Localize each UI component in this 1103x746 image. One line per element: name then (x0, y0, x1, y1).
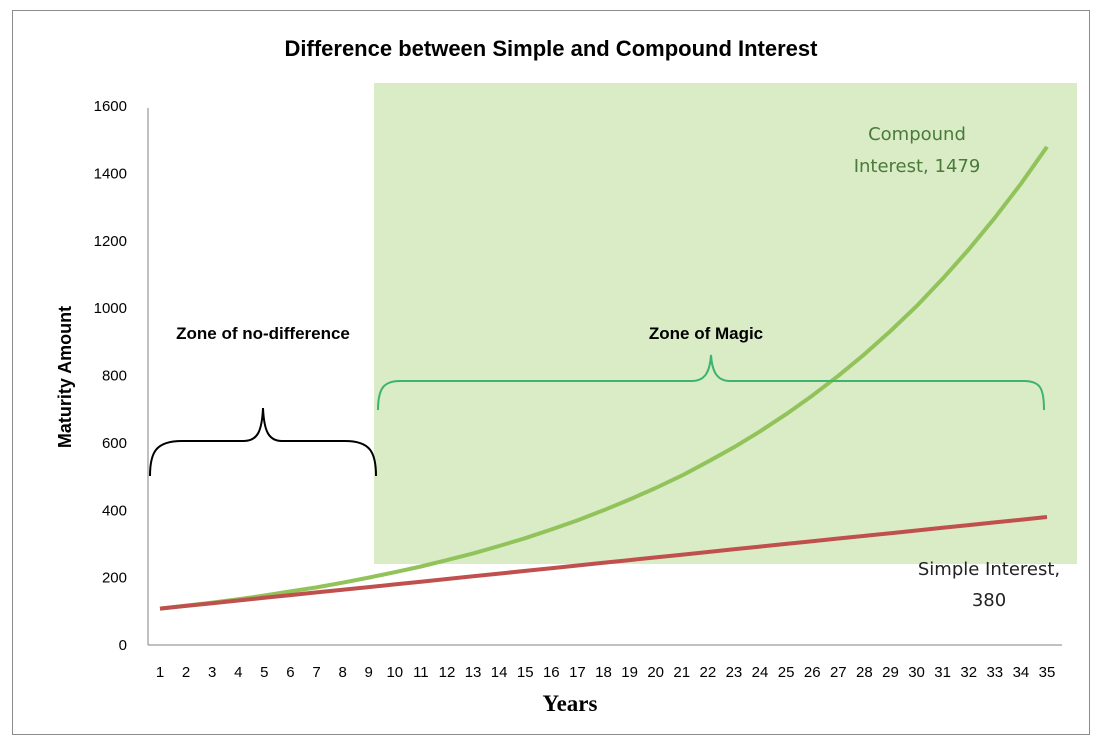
x-tick-label: 32 (960, 664, 977, 681)
x-tick-label: 15 (517, 664, 534, 681)
zone-no-difference-label: Zone of no-difference (176, 324, 350, 343)
x-tick-label: 10 (386, 664, 403, 681)
x-axis-label: Years (543, 691, 598, 716)
x-tick-label: 11 (413, 664, 429, 681)
x-tick-label: 7 (312, 664, 320, 681)
x-tick-label: 8 (338, 664, 346, 681)
x-tick-label: 20 (647, 664, 664, 681)
x-tick-label: 23 (726, 664, 743, 681)
x-tick-label: 34 (1013, 664, 1030, 681)
x-tick-label: 9 (365, 664, 373, 681)
x-tick-label: 28 (856, 664, 873, 681)
magic-zone-brace (377, 354, 1045, 411)
simple-label-line2: 380 (972, 590, 1006, 611)
x-tick-label: 19 (621, 664, 638, 681)
y-axis-label: Maturity Amount (55, 306, 75, 448)
x-tick-label: 5 (260, 664, 268, 681)
x-tick-label: 33 (986, 664, 1003, 681)
x-tick-label: 22 (700, 664, 717, 681)
y-tick-label: 0 (119, 637, 127, 654)
y-tick-label: 600 (102, 435, 127, 452)
x-tick-label: 4 (234, 664, 242, 681)
y-tick-label: 400 (102, 502, 127, 519)
y-tick-label: 1600 (94, 98, 127, 115)
x-tick-label: 31 (934, 664, 951, 681)
x-tick-label: 27 (830, 664, 847, 681)
x-tick-label: 12 (439, 664, 456, 681)
x-tick-label: 25 (778, 664, 795, 681)
y-tick-label: 200 (102, 570, 127, 587)
chart-title: Difference between Simple and Compound I… (285, 36, 819, 61)
x-tick-label: 14 (491, 664, 508, 681)
x-tick-label: 3 (208, 664, 216, 681)
simple-interest-line (159, 515, 1048, 611)
x-tick-label: 24 (752, 664, 769, 681)
y-tick-labels: 0 200 400 600 800 1000 1200 1400 1600 (94, 98, 127, 654)
x-tick-label: 6 (286, 664, 294, 681)
simple-label-line1: Simple Interest, (918, 559, 1060, 580)
x-tick-label: 17 (569, 664, 586, 681)
x-tick-label: 13 (465, 664, 482, 681)
x-tick-label: 30 (908, 664, 925, 681)
compound-label-line2: Interest, 1479 (854, 156, 981, 177)
x-tick-labels: 1 2 3 4 5 6 7 8 9 10 11 12 13 14 15 16 17 18 19 20 21 22 23 24 2… (156, 664, 1056, 681)
x-tick-label: 2 (182, 664, 190, 681)
y-tick-label: 1200 (94, 233, 127, 250)
y-tick-label: 1400 (94, 165, 127, 182)
compound-label-line1: Compound (868, 124, 966, 145)
x-tick-label: 21 (673, 664, 690, 681)
x-tick-label: 29 (882, 664, 899, 681)
x-tick-label: 26 (804, 664, 821, 681)
no-difference-brace (149, 407, 377, 477)
compound-interest-line (159, 145, 1049, 611)
y-tick-label: 1000 (94, 300, 127, 317)
x-tick-label: 18 (595, 664, 612, 681)
y-tick-label: 800 (102, 368, 127, 385)
x-tick-label: 1 (156, 664, 164, 681)
x-tick-label: 35 (1039, 664, 1056, 681)
zone-magic-label: Zone of Magic (649, 324, 763, 343)
x-tick-label: 16 (543, 664, 560, 681)
magic-zone-area (374, 83, 1077, 564)
